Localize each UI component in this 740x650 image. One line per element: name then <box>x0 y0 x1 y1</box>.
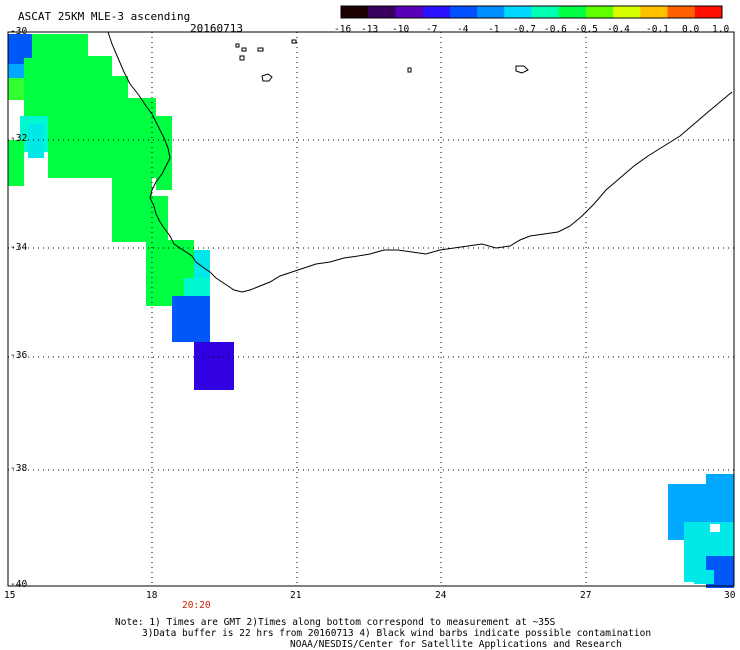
colorbar-box <box>585 6 614 18</box>
lat-label: -30 <box>10 26 28 37</box>
colorbar-label: 0.0 <box>682 24 700 35</box>
island-small-5 <box>261 73 273 82</box>
product-title: ASCAT 25KM MLE-3 ascending <box>18 10 191 23</box>
wind-cell <box>194 250 210 278</box>
wind-data-cells <box>8 34 734 588</box>
colorbar-box <box>368 6 396 18</box>
note-line-1: Note: 1) Times are GMT 2)Times along bot… <box>115 617 556 628</box>
island-small-7 <box>407 67 412 73</box>
colorbar-labels: -16 -13 -10 -7 -4 -1 -0.7 -0.6 -0.5 -0.4… <box>334 24 740 38</box>
wind-cell <box>28 124 44 158</box>
lon-label: 24 <box>435 590 447 601</box>
colorbar-box <box>558 6 587 18</box>
colorbar-box <box>640 6 669 18</box>
lon-label: 21 <box>290 590 302 601</box>
colorbar-box <box>422 6 451 18</box>
colorbar-box <box>341 6 369 18</box>
lat-label: -32 <box>10 133 28 144</box>
wind-cell <box>146 240 176 306</box>
wind-cell <box>706 474 734 522</box>
colorbar-label: -16 <box>334 24 352 35</box>
lat-label: -40 <box>10 579 28 590</box>
colorbar-label: 1.0 <box>712 24 730 35</box>
island-small-1 <box>235 43 240 48</box>
colorbar-label: -13 <box>361 24 379 35</box>
wind-cell <box>112 178 152 242</box>
wind-cell <box>156 144 172 190</box>
lon-label: 18 <box>146 590 158 601</box>
wind-cell <box>8 64 24 78</box>
map-frame <box>7 31 735 587</box>
coastline-south-africa <box>107 31 733 293</box>
island-small-3 <box>239 55 245 61</box>
colorbar-box <box>613 6 641 18</box>
wind-cell <box>8 140 24 186</box>
wind-cell <box>694 570 714 584</box>
island-small-6 <box>291 39 297 44</box>
lat-lon-grid <box>8 32 734 586</box>
colorbar-label: -0.4 <box>607 24 630 35</box>
colorbar-box <box>449 6 478 18</box>
island-small-8 <box>515 65 529 74</box>
colorbar-label: -0.7 <box>513 24 536 35</box>
colorbar-box <box>531 6 560 18</box>
colorbar-label: -0.1 <box>646 24 669 35</box>
colorbar-label: -4 <box>457 24 469 35</box>
note-line-2: 3)Data buffer is 22 hrs from 20160713 4)… <box>142 628 652 639</box>
wind-cell <box>194 342 234 390</box>
lon-label: 27 <box>580 590 592 601</box>
colorbar-boxes <box>341 6 723 18</box>
wind-cell <box>24 58 88 116</box>
colorbar-label: -1 <box>488 24 500 35</box>
pass-time-label: 20:20 <box>182 600 211 611</box>
wind-cell <box>48 116 172 178</box>
colorbar-label: -0.5 <box>575 24 598 35</box>
colorbar-box <box>504 6 532 18</box>
island-small-2 <box>241 47 247 52</box>
lat-label: -38 <box>10 463 28 474</box>
colorbar <box>340 5 723 19</box>
coastline <box>107 31 733 293</box>
colorbar-frame <box>340 5 723 19</box>
colorbar-box <box>477 6 505 18</box>
lon-label: 30 <box>724 590 736 601</box>
colorbar-box <box>395 6 424 18</box>
wind-cell <box>184 278 210 296</box>
colorbar-box <box>694 6 723 18</box>
colorbar-label: -0.6 <box>544 24 567 35</box>
note-line-3: NOAA/NESDIS/Center for Satellite Applica… <box>290 639 622 650</box>
island-small-4 <box>257 47 264 52</box>
wind-cell <box>88 56 112 76</box>
wind-cell <box>710 524 720 532</box>
lat-label: -34 <box>10 242 28 253</box>
product-date: 20160713 <box>190 22 243 35</box>
colorbar-label: -10 <box>392 24 410 35</box>
lon-label: 15 <box>4 590 16 601</box>
colorbar-box <box>667 6 696 18</box>
wind-cell <box>172 296 210 342</box>
lat-label: -36 <box>10 350 28 361</box>
colorbar-label: -7 <box>426 24 438 35</box>
